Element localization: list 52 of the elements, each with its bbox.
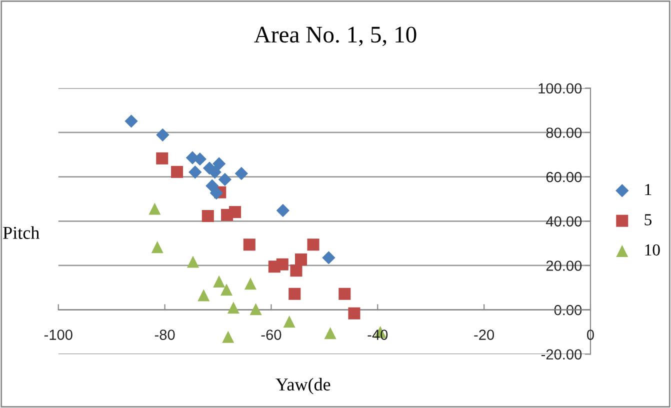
point — [156, 128, 170, 142]
point — [186, 256, 200, 268]
point — [244, 278, 256, 290]
point — [198, 289, 210, 302]
point — [156, 152, 168, 164]
point — [151, 241, 164, 254]
point — [222, 330, 234, 343]
y-tick-label: 20.00 — [546, 260, 582, 271]
chart-title: Area No. 1, 5, 10 — [254, 26, 416, 46]
x-axis-title: Yaw(de — [276, 378, 330, 394]
point — [227, 302, 240, 314]
legend-label: 10 — [645, 244, 660, 256]
point — [124, 114, 138, 128]
point — [220, 284, 233, 296]
point — [322, 251, 336, 264]
y-tick-label: 60.00 — [546, 172, 582, 182]
point — [188, 166, 202, 179]
point — [208, 166, 222, 179]
y-tick-label: 40.00 — [546, 216, 582, 227]
x-tick-label: -60 — [261, 330, 282, 340]
point — [234, 166, 248, 180]
point — [295, 253, 308, 266]
point — [324, 327, 336, 340]
x-tick-label: -100 — [44, 330, 72, 340]
point — [276, 204, 290, 218]
x-tick-label: -20 — [474, 330, 494, 340]
point — [307, 238, 320, 251]
legend-label: 5 — [644, 214, 652, 226]
y-tick-label: 100.00 — [538, 83, 582, 94]
point — [338, 288, 351, 300]
point — [290, 264, 302, 277]
point — [276, 258, 288, 270]
point — [171, 166, 184, 178]
y-tick-label: 0.00 — [554, 304, 582, 316]
y-tick-label: 80.00 — [546, 128, 582, 138]
point — [210, 186, 223, 200]
point — [288, 288, 301, 300]
y-tick-label: -20.00 — [541, 349, 582, 360]
point — [148, 202, 161, 215]
point — [250, 303, 262, 316]
x-tick-label: 0 — [586, 330, 594, 340]
y-axis-title: Pitch — [3, 226, 40, 239]
point — [218, 172, 232, 186]
point — [213, 275, 226, 288]
x-tick-label: -80 — [154, 330, 175, 340]
point — [212, 157, 226, 170]
point — [243, 238, 256, 251]
legend-label: 1 — [645, 184, 652, 195]
point — [202, 210, 214, 222]
point — [348, 307, 360, 320]
point — [229, 206, 242, 218]
point — [283, 316, 296, 328]
